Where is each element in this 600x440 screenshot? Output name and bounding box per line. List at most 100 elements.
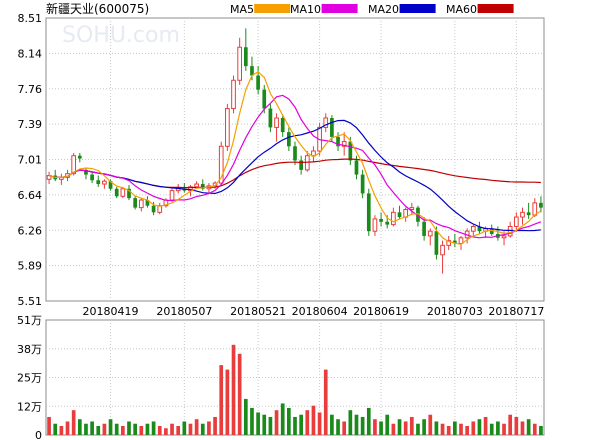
volume-bar xyxy=(496,421,500,435)
date-tick-label: 20180703 xyxy=(427,305,483,318)
candle-body-down xyxy=(330,117,334,137)
volume-bar xyxy=(121,425,125,435)
candle-body-up xyxy=(507,225,513,237)
candle-body-up xyxy=(409,207,415,210)
price-tick-label: 5.51 xyxy=(18,295,43,308)
volume-bar xyxy=(366,407,371,435)
volume-bar xyxy=(108,419,113,435)
candle-body-down xyxy=(366,193,371,232)
volume-tick-label: 25万 xyxy=(17,372,42,385)
candle-body-up xyxy=(138,199,144,209)
candle-body-down xyxy=(416,207,420,222)
candle-body-down xyxy=(526,212,531,216)
candle-body-up xyxy=(520,211,525,218)
price-tick-label: 7.01 xyxy=(18,154,43,167)
candle-body-up xyxy=(169,190,175,201)
volume-bar xyxy=(305,410,310,435)
candle-body-down xyxy=(96,180,101,185)
volume-bar xyxy=(502,423,506,435)
volume-bar xyxy=(385,414,390,435)
volume-bar xyxy=(311,405,316,435)
candle-body-down xyxy=(90,174,94,181)
candle-body-down xyxy=(145,200,150,206)
volume-bar xyxy=(526,419,531,435)
candle-body-down xyxy=(77,155,82,159)
volume-bar xyxy=(508,414,513,435)
candle-body-down xyxy=(354,160,359,175)
volume-bar xyxy=(188,423,193,435)
candle-body-up xyxy=(120,188,126,197)
volume-tick-label: 38万 xyxy=(17,343,42,356)
date-tick-label: 20180419 xyxy=(83,305,139,318)
legend-label-ma60: MA60 xyxy=(446,3,477,16)
volume-bar xyxy=(360,416,365,435)
candle-body-up xyxy=(427,230,433,237)
volume-bar xyxy=(231,344,236,435)
candle-body-down xyxy=(385,221,390,225)
watermark: SOHU.com xyxy=(62,23,180,48)
candle-body-down xyxy=(151,205,156,213)
candle-body-up xyxy=(274,117,279,128)
volume-bar xyxy=(416,423,420,435)
volume-bar xyxy=(397,419,402,435)
volume-bar xyxy=(219,365,224,435)
candle-body-down xyxy=(243,47,248,67)
moving-average-line-ma5 xyxy=(48,71,542,246)
candle-body-down xyxy=(348,141,353,161)
candle-body-down xyxy=(489,228,494,235)
candle-body-up xyxy=(225,108,230,147)
candle-body-up xyxy=(188,186,193,192)
volume-bar xyxy=(280,403,285,435)
volume-bar xyxy=(256,412,260,435)
volume-bar xyxy=(403,421,408,435)
date-tick-label: 20180507 xyxy=(156,305,212,318)
volume-bar xyxy=(250,407,254,435)
volume-bar xyxy=(342,421,347,435)
volume-bar xyxy=(243,398,248,435)
volume-bar xyxy=(354,414,359,435)
candle-body-down xyxy=(539,202,543,208)
volume-bar xyxy=(459,423,463,435)
volume-bar xyxy=(77,419,82,435)
volume-bar xyxy=(127,421,131,435)
candle-body-up xyxy=(391,211,396,226)
candle-body-down xyxy=(262,89,267,109)
candle-body-down xyxy=(133,198,137,208)
volume-bar xyxy=(514,416,519,435)
volume-bar xyxy=(323,369,328,435)
moving-average-line-ma10 xyxy=(48,94,542,239)
volume-bar xyxy=(520,421,525,435)
candle-body-up xyxy=(446,240,452,246)
candle-body-up xyxy=(440,244,445,256)
volume-bar xyxy=(317,412,322,435)
volume-bar xyxy=(176,425,181,435)
volume-bar xyxy=(440,423,445,435)
candle-body-down xyxy=(293,146,297,161)
candle-body-down xyxy=(114,188,119,197)
candle-body-down xyxy=(127,188,131,199)
volume-bar xyxy=(139,425,144,435)
volume-bar xyxy=(207,421,211,435)
volume-bar xyxy=(102,423,107,435)
candle-body-up xyxy=(513,216,519,227)
volume-tick-label: 0 xyxy=(35,429,42,440)
date-tick-label: 20180604 xyxy=(292,305,348,318)
volume-bar xyxy=(59,425,64,435)
volume-bar xyxy=(71,410,76,435)
candle-body-up xyxy=(323,117,329,128)
volume-bar xyxy=(299,414,303,435)
volume-bar xyxy=(483,416,488,435)
candle-body-down xyxy=(84,169,88,175)
volume-bar xyxy=(330,414,334,435)
volume-bar xyxy=(471,421,476,435)
chart-title: 新疆天业(600075) xyxy=(46,1,149,16)
moving-average-line-ma20 xyxy=(48,119,541,232)
legend-label-ma10: MA10 xyxy=(290,3,321,16)
candle-body-down xyxy=(336,136,340,147)
candle-body-down xyxy=(397,212,402,218)
candle-body-down xyxy=(422,221,426,236)
candle-body-up xyxy=(341,141,347,147)
volume-bar xyxy=(379,421,383,435)
volume-bar xyxy=(532,423,537,435)
